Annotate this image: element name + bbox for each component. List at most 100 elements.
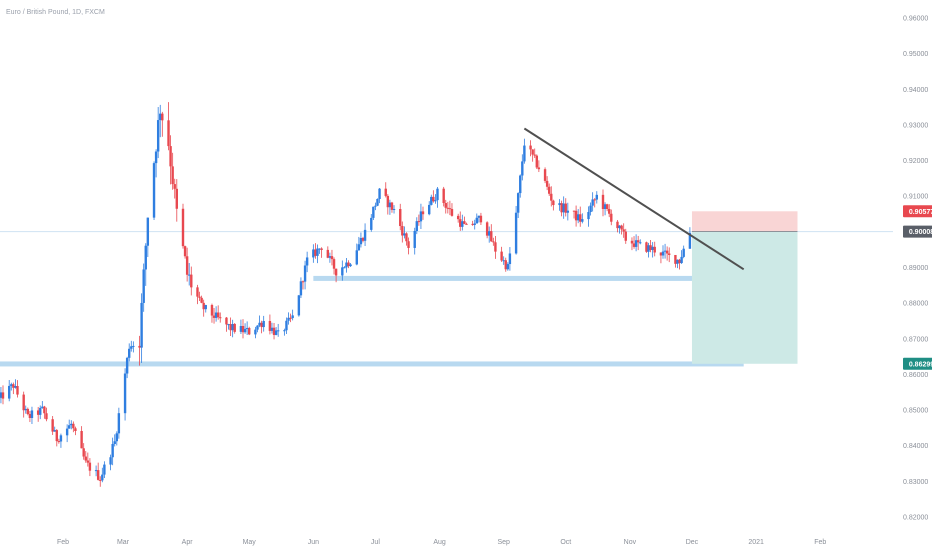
candle-body-77 bbox=[216, 312, 220, 318]
candle-body-188 bbox=[537, 167, 541, 170]
candle-body-57 bbox=[159, 113, 162, 121]
candle-body-39 bbox=[109, 457, 112, 465]
candle-body-125 bbox=[357, 244, 361, 251]
candle-body-33 bbox=[88, 462, 92, 471]
candle-body-108 bbox=[305, 257, 309, 266]
candle-body-158 bbox=[450, 208, 454, 216]
x-tick-label-11: 2021 bbox=[748, 539, 764, 546]
resistance-trendline bbox=[523, 127, 745, 271]
candle-body-20 bbox=[53, 430, 56, 432]
candle-body-38 bbox=[103, 464, 106, 475]
candle-body-159 bbox=[456, 215, 460, 220]
y-tick-label-3: 0.93000 bbox=[903, 122, 928, 129]
candle-body-117 bbox=[332, 259, 336, 269]
x-tick-label-3: May bbox=[243, 539, 257, 546]
candle-body-65 bbox=[183, 246, 187, 257]
candle-body-212 bbox=[608, 209, 611, 214]
candle-body-67 bbox=[188, 274, 191, 276]
candle-body-98 bbox=[276, 330, 280, 332]
candle-body-51 bbox=[142, 269, 145, 303]
candle-body-83 bbox=[233, 323, 236, 332]
candle-body-164 bbox=[471, 223, 474, 225]
candle-body-134 bbox=[384, 188, 387, 196]
candle-body-233 bbox=[668, 253, 671, 255]
candle-body-189 bbox=[543, 169, 547, 181]
candle-body-46 bbox=[128, 348, 131, 358]
y-tick-label-12: 0.84000 bbox=[903, 443, 928, 450]
candle-body-80 bbox=[227, 324, 230, 326]
candle-body-195 bbox=[560, 203, 563, 213]
candle-body-167 bbox=[477, 215, 481, 218]
candle-body-177 bbox=[506, 264, 510, 270]
candle-body-25 bbox=[68, 425, 71, 429]
candle-body-88 bbox=[248, 327, 251, 335]
chart-title: Euro / British Pound, 1D, FXCM bbox=[6, 9, 105, 16]
candle-body-26 bbox=[70, 423, 73, 426]
y-tick-label-4: 0.92000 bbox=[903, 158, 928, 165]
candle-body-215 bbox=[618, 225, 621, 229]
candle-body-170 bbox=[488, 231, 491, 236]
candle-body-199 bbox=[572, 210, 576, 212]
candle-body-43 bbox=[117, 413, 121, 434]
y-tick-label-13: 0.83000 bbox=[903, 479, 928, 486]
candle-body-118 bbox=[334, 268, 338, 276]
candle-body-13 bbox=[30, 410, 34, 418]
x-tick-label-12: Feb bbox=[814, 539, 826, 546]
candle-body-86 bbox=[243, 328, 247, 333]
candle-body-231 bbox=[663, 250, 667, 252]
candle-body-235 bbox=[676, 259, 679, 264]
candle-body-66 bbox=[185, 256, 189, 275]
candle-body-133 bbox=[378, 188, 381, 199]
candle-body-12 bbox=[28, 414, 32, 418]
candle-body-187 bbox=[535, 155, 538, 168]
x-tick-label-2: Apr bbox=[182, 539, 194, 546]
candle-body-71 bbox=[200, 297, 203, 303]
price-label-2: 0.90008 bbox=[909, 229, 932, 236]
candle-body-229 bbox=[659, 252, 663, 256]
candle-body-34 bbox=[94, 470, 98, 472]
candle-body-111 bbox=[316, 248, 319, 256]
candle-body-8 bbox=[16, 385, 19, 395]
candle-body-37 bbox=[101, 474, 104, 481]
candle-body-174 bbox=[500, 251, 503, 261]
support-zone-1 bbox=[313, 275, 744, 281]
candle-body-181 bbox=[519, 175, 522, 194]
candle-body-178 bbox=[508, 253, 512, 265]
y-tick-label-0: 0.96000 bbox=[903, 16, 928, 23]
candle-body-138 bbox=[392, 208, 396, 210]
support-zone-2 bbox=[0, 361, 744, 367]
candle-body-48 bbox=[132, 345, 135, 347]
candle-body-103 bbox=[291, 315, 294, 319]
candle-body-220 bbox=[632, 243, 636, 247]
candle-body-122 bbox=[347, 262, 350, 267]
candle-body-23 bbox=[59, 435, 63, 442]
candle-body-238 bbox=[682, 248, 685, 257]
price-label-3: 0.86299 bbox=[909, 361, 932, 368]
candle-body-208 bbox=[595, 194, 598, 200]
price-label-bg-1 bbox=[903, 205, 932, 218]
candle-body-55 bbox=[154, 151, 158, 164]
candle-body-140 bbox=[401, 226, 404, 236]
candle-body-214 bbox=[616, 221, 619, 229]
candle-body-129 bbox=[370, 217, 373, 230]
candle-body-121 bbox=[345, 262, 348, 268]
candle-body-161 bbox=[461, 221, 464, 227]
candle-body-30 bbox=[82, 448, 85, 457]
price-label-bg-2 bbox=[903, 225, 932, 238]
candle-body-149 bbox=[428, 204, 431, 215]
x-tick-label-0: Feb bbox=[57, 539, 69, 546]
candle-body-53 bbox=[146, 217, 150, 246]
candle-body-227 bbox=[651, 246, 654, 250]
candle-body-190 bbox=[545, 180, 549, 187]
candle-body-179 bbox=[514, 212, 518, 254]
candle-body-95 bbox=[270, 327, 274, 331]
candle-body-196 bbox=[562, 203, 565, 213]
candle-body-210 bbox=[603, 204, 607, 210]
candle-body-221 bbox=[634, 240, 638, 247]
candle-body-146 bbox=[417, 221, 421, 223]
candle-body-28 bbox=[74, 428, 77, 431]
candle-body-18 bbox=[45, 413, 48, 420]
candle-body-6 bbox=[12, 384, 15, 388]
candle-body-168 bbox=[479, 215, 483, 223]
